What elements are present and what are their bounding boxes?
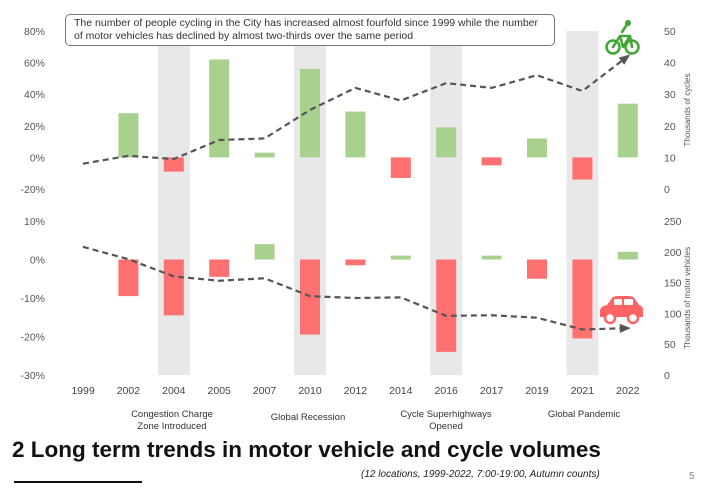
x-tick-label-2004: 2004: [162, 385, 186, 397]
cycles-right-tick-label: 10: [664, 152, 676, 164]
car-window: [614, 299, 622, 305]
motor_vehicles-right-tick-label: 50: [664, 339, 676, 351]
x-tick-label-1999: 1999: [71, 385, 95, 397]
motor_vehicles-right-tick-label: 0: [664, 370, 670, 382]
motor_vehicles-bar-2004: [163, 259, 184, 316]
cycles-right-tick-label: 0: [664, 184, 670, 196]
motor_vehicles-bar-2012: [345, 259, 366, 266]
event-label-global-recession: Global Recession: [270, 412, 346, 423]
cycles-bar-2019: [527, 138, 547, 158]
motor_vehicles-bar-2022: [617, 251, 638, 260]
title-underline: [14, 481, 142, 483]
annotation-box: The number of people cycling in the City…: [65, 14, 555, 46]
motor_vehicles-right-tick-label: 250: [664, 216, 682, 228]
bicycle-frame: [611, 24, 634, 49]
motor_vehicles-left-tick-label: 0%: [30, 255, 45, 267]
cycles-bar-2022: [617, 103, 638, 158]
motor_vehicles-right-axis-title: Thousands of motor vehicles: [683, 247, 692, 349]
chart-title: 2 Long term trends in motor vehicle and …: [12, 437, 601, 462]
x-tick-label-2005: 2005: [208, 385, 232, 397]
cycles-bar-2016: [436, 127, 457, 158]
cycles-bar-2010: [300, 68, 320, 158]
cycles-left-tick-label: 60%: [24, 58, 45, 70]
motor_vehicles-bar-2014: [390, 255, 411, 260]
cycles-left-tick-label: 20%: [24, 121, 45, 133]
car-wheel: [603, 311, 617, 325]
x-tick-label-2019: 2019: [525, 385, 549, 397]
x-tick-label-2007: 2007: [253, 385, 277, 397]
car-wheel: [626, 311, 640, 325]
motor_vehicles-bar-2007: [254, 244, 275, 260]
event-label-global-pandemic: Global Pandemic: [547, 409, 621, 420]
x-tick-label-2022: 2022: [616, 385, 640, 397]
shade-band-2004: [157, 31, 190, 375]
cycles-bar-2021: [572, 157, 593, 180]
motor_vehicles-bar-2005: [209, 259, 230, 277]
event-label-cycle-superhighways: Cycle Superhighways Opened: [400, 409, 492, 432]
cycles-bar-2002: [118, 113, 139, 158]
page-number: 5: [689, 471, 695, 482]
motor_vehicles-right-tick-label: 150: [664, 278, 682, 290]
motor_vehicles-left-tick-label: -30%: [20, 370, 45, 382]
motor_vehicles-left-tick-label: 10%: [24, 216, 45, 228]
x-tick-label-2016: 2016: [435, 385, 459, 397]
event-label-congestion-charge: Congestion Charge Zone Introduced: [131, 409, 213, 432]
motor_vehicles-line-arrowhead: [619, 323, 631, 333]
cycles-right-axis-title: Thousands of cycles: [683, 74, 692, 147]
cycles-bar-2014: [390, 157, 411, 178]
cycles-left-tick-label: -20%: [20, 184, 45, 196]
x-tick-label-2012: 2012: [344, 385, 368, 397]
motor_vehicles-bar-2016: [436, 259, 457, 352]
cycles-bar-2004: [163, 157, 184, 172]
x-tick-label-2010: 2010: [298, 385, 322, 397]
car-icon: [600, 296, 643, 325]
car-window: [624, 299, 633, 305]
x-tick-label-2014: 2014: [389, 385, 413, 397]
bicycle-wheel: [605, 39, 621, 55]
chart-subtitle: (12 locations, 1999-2022, 7:00-19:00, Au…: [361, 469, 600, 480]
motor_vehicles-bar-2017: [481, 255, 502, 260]
cycles-left-tick-label: 40%: [24, 89, 45, 101]
motor_vehicles-left-tick-label: -20%: [20, 332, 45, 344]
x-tick-label-2002: 2002: [117, 385, 141, 397]
cycles-left-tick-label: 0%: [30, 152, 45, 164]
x-tick-label-2017: 2017: [480, 385, 504, 397]
cycles-right-tick-label: 30: [664, 89, 676, 101]
cycles-right-tick-label: 20: [664, 121, 676, 133]
cycles-line-arrowhead: [618, 54, 631, 65]
cycles-bar-2017: [481, 157, 502, 166]
motor_vehicles-right-tick-label: 100: [664, 308, 682, 320]
cycles-bar-2007: [254, 152, 275, 158]
cycles-right-tick-label: 50: [664, 26, 676, 38]
motor_vehicles-right-tick-label: 200: [664, 247, 682, 259]
cycles-bar-2005: [209, 59, 230, 158]
motor_vehicles-bar-2019: [527, 259, 547, 279]
cyclist-head: [625, 20, 631, 26]
cycles-bar-2012: [345, 111, 366, 158]
x-tick-label-2021: 2021: [571, 385, 595, 397]
cycles-left-tick-label: 80%: [24, 26, 45, 38]
annotation-text: The number of people cycling in the City…: [74, 17, 539, 42]
motor_vehicles-bar-2021: [572, 259, 593, 339]
bicycle-icon: [605, 20, 640, 55]
motor_vehicles-bar-2002: [118, 259, 139, 297]
cycles-right-tick-label: 40: [664, 58, 676, 70]
motor_vehicles-left-tick-label: -10%: [20, 293, 45, 305]
